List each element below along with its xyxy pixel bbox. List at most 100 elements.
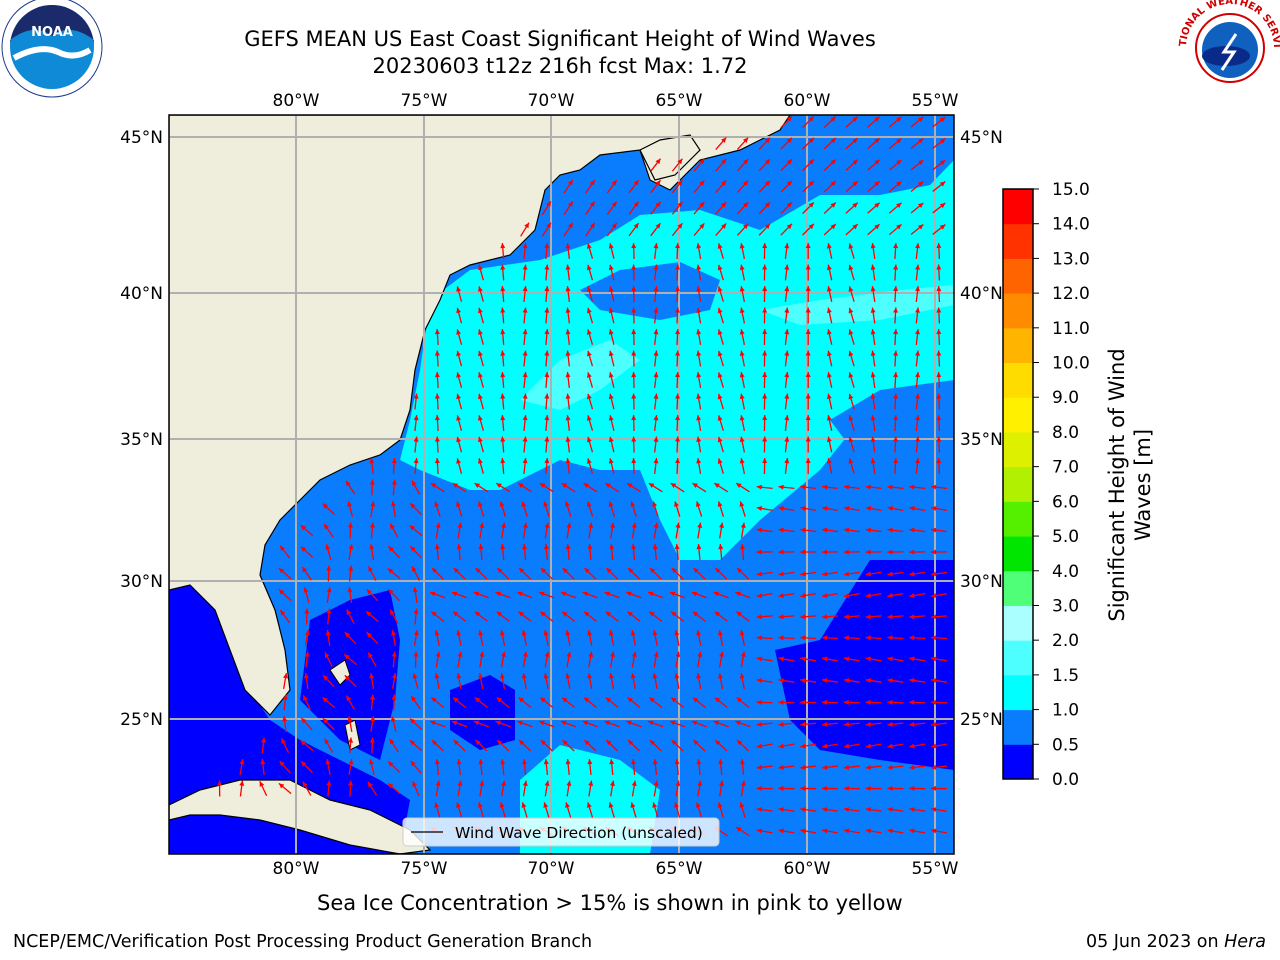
wave-direction-arrow (605, 567, 619, 580)
wave-direction-arrow (778, 807, 795, 813)
wave-direction-arrow (843, 484, 860, 490)
land-north-america (169, 115, 791, 716)
wave-direction-arrow (909, 699, 926, 705)
wave-direction-arrow (936, 393, 942, 410)
wave-direction-arrow (434, 328, 440, 346)
wave-direction-arrow (608, 243, 615, 259)
wave-direction-arrow (675, 328, 681, 346)
wave-direction-arrow (347, 522, 353, 539)
wave-direction-arrow (457, 522, 463, 539)
wave-direction-arrow (843, 699, 860, 705)
wave-direction-arrow (410, 760, 422, 774)
wave-direction-arrow (304, 608, 310, 625)
wave-direction-arrow (915, 371, 921, 389)
wave-direction-arrow (693, 201, 705, 215)
wave-direction-arrow (343, 653, 357, 666)
wave-direction-arrow (692, 482, 707, 493)
wave-direction-arrow (932, 159, 946, 171)
wave-direction-arrow (784, 350, 790, 367)
wave-direction-arrow (909, 484, 926, 490)
wave-direction-arrow (521, 501, 528, 517)
wave-direction-arrow (870, 414, 876, 432)
wave-direction-arrow (739, 307, 746, 324)
wave-direction-arrow (648, 697, 663, 708)
wave-direction-arrow (563, 222, 574, 237)
wave-direction-arrow (736, 201, 749, 215)
latitude-label-right: 30°N (960, 572, 1003, 592)
wave-direction-arrow (915, 436, 921, 453)
wave-direction-arrow (562, 739, 575, 752)
colorbar-frame (1002, 188, 1034, 780)
wave-direction-arrow (300, 739, 314, 752)
wave-direction-arrow (714, 611, 728, 622)
noaa-logo: NOAA (1, 0, 103, 98)
wave-direction-arrow (823, 223, 837, 236)
wave-direction-arrow (696, 393, 702, 410)
wave-direction-arrow (627, 697, 641, 708)
wave-direction-arrow (500, 651, 506, 668)
wave-direction-arrow (780, 180, 793, 193)
wave-direction-arrow (865, 656, 882, 662)
wave-direction-arrow (522, 436, 528, 453)
wave-direction-arrow (887, 593, 904, 598)
wave-direction-arrow (544, 307, 550, 324)
wave-direction-arrow (778, 699, 795, 705)
wave-direction-arrow (778, 743, 795, 749)
colorbar-swatch (1003, 640, 1033, 676)
wave-direction-arrow (717, 350, 724, 367)
wave-direction-arrow (631, 285, 637, 303)
noaa-logo-text: NOAA (31, 25, 73, 40)
wave-direction-arrow (411, 566, 421, 581)
wave-direction-arrow (544, 393, 550, 410)
wave-direction-arrow (605, 611, 619, 622)
wave-direction-arrow (932, 202, 946, 214)
wave-direction-arrow (301, 566, 312, 581)
wave-direction-arrow (451, 591, 468, 599)
wave-direction-arrow (456, 802, 463, 818)
wave-direction-arrow (909, 571, 926, 577)
wave-direction-arrow (366, 631, 379, 645)
wave-direction-arrow (627, 567, 640, 580)
wave-direction-arrow (369, 457, 375, 475)
wave-direction-arrow (586, 501, 594, 517)
wave-direction-arrow (522, 414, 528, 432)
axis-labels: 80°W 80°W 75°W 75°W 70°W 70°W 65°W 65°W 60°W 60°W… (120, 91, 1003, 879)
latitude-label-right: 40°N (960, 284, 1003, 304)
wave-direction-arrow (477, 415, 484, 431)
wave-direction-arrow (932, 224, 946, 235)
wave-direction-arrow (565, 371, 571, 389)
wave-direction-arrow (675, 242, 681, 260)
wave-direction-arrow (522, 371, 528, 389)
wave-direction-arrow (887, 635, 904, 641)
wave-direction-arrow (429, 591, 446, 599)
wave-direction-arrow (778, 721, 795, 727)
wave-direction-arrow (822, 828, 838, 834)
wave-direction-arrow (453, 739, 466, 752)
wave-direction-arrow (822, 593, 838, 598)
wave-direction-arrow (848, 393, 855, 410)
wave-direction-arrow (848, 372, 855, 388)
wave-direction-arrow (696, 543, 702, 561)
wave-direction-arrow (500, 543, 506, 561)
wind-wave-direction-arrows (217, 115, 948, 837)
wave-direction-arrow (756, 699, 773, 705)
wave-direction-arrow (278, 589, 292, 601)
wave-direction-arrow (586, 415, 594, 431)
wave-direction-arrow (675, 285, 681, 303)
wave-direction-arrow (915, 307, 921, 324)
wave-direction-arrow (650, 179, 662, 194)
wave-direction-arrow (887, 721, 904, 727)
wave-direction-arrow (609, 758, 615, 776)
wave-direction-arrow (391, 629, 396, 647)
wave-direction-arrow (608, 436, 615, 453)
wave-direction-arrow (650, 222, 662, 237)
wave-direction-arrow (563, 200, 574, 216)
wave-direction-arrow (453, 567, 466, 580)
wave-direction-arrow (649, 567, 662, 580)
svg-text:NATIONAL WEATHER SERVICE: NATIONAL WEATHER SERVICE (0, 0, 1280, 48)
wave-direction-arrow (887, 549, 904, 555)
colorbar-swatch (1003, 674, 1033, 711)
wave-direction-arrow (826, 393, 833, 410)
wave-direction-arrow (669, 720, 686, 728)
wave-direction-arrow (279, 609, 291, 624)
